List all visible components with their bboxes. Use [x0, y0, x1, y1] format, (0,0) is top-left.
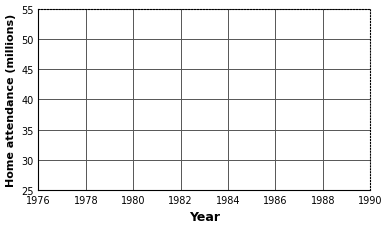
X-axis label: Year: Year — [189, 210, 220, 224]
Y-axis label: Home attendance (millions): Home attendance (millions) — [5, 14, 16, 186]
